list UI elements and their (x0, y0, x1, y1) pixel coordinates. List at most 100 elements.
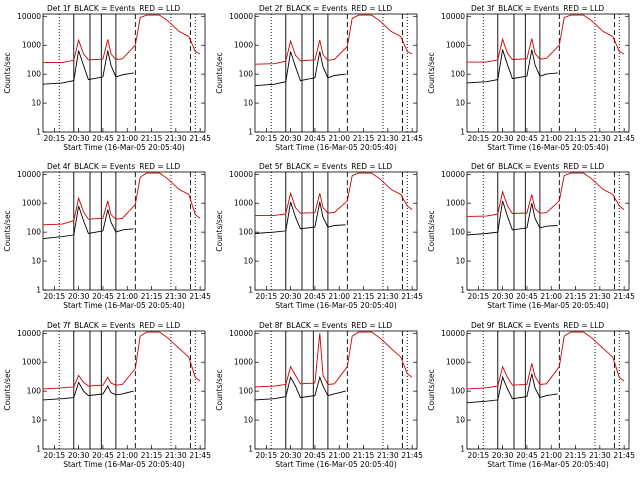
ytick-label: 100 (27, 387, 42, 396)
legend-red-label: RED = LLD (139, 162, 180, 171)
series-events-line (466, 373, 558, 404)
xtick-label: 20:45 (304, 134, 326, 143)
panel-title: Det 6f BLACK = Events RED = LLD (471, 162, 604, 171)
plot-frame (466, 13, 630, 133)
legend-red-label: RED = LLD (139, 321, 180, 330)
series-events-line (254, 201, 346, 234)
plot-frame (42, 171, 206, 291)
xtick-label: 21:30 (377, 134, 399, 143)
series-events-line (466, 200, 558, 236)
xtick-label: 20:45 (92, 134, 114, 143)
x-axis-label: Start Time (16-Mar-05 20:05:40) (487, 143, 609, 152)
xtick-label: 21:15 (565, 451, 587, 460)
ytick-label: 10000 (441, 329, 465, 338)
ytick-label: 10000 (441, 170, 465, 179)
xtick-label: 21:45 (401, 451, 423, 460)
xtick-label: 20:15 (44, 134, 66, 143)
xtick-label: 21:15 (141, 292, 163, 301)
ytick-label: 1 (460, 286, 465, 295)
panel-title: Det 7f BLACK = Events RED = LLD (47, 321, 180, 330)
ytick-label: 10 (31, 99, 41, 108)
ytick-label: 10 (455, 257, 465, 266)
ytick-label: 10000 (229, 329, 253, 338)
xtick-label: 21:45 (401, 292, 423, 301)
xtick-label: 20:15 (44, 451, 66, 460)
ytick-label: 1 (36, 445, 41, 454)
ytick-label: 10 (243, 99, 253, 108)
panel-title: Det 3f BLACK = Events RED = LLD (471, 4, 604, 13)
xtick-label: 21:30 (589, 451, 611, 460)
ytick-label: 100 (27, 70, 42, 79)
xtick-label: 20:45 (516, 134, 538, 143)
ytick-label: 10000 (17, 329, 41, 338)
xtick-label: 21:45 (401, 134, 423, 143)
series-lld-line (42, 331, 201, 390)
ytick-label: 100 (239, 70, 254, 79)
detector-label: Det 2f (259, 4, 282, 13)
ytick-label: 1000 (234, 199, 253, 208)
xtick-label: 20:30 (492, 451, 514, 460)
detector-label: Det 4f (47, 162, 70, 171)
xtick-label: 21:45 (613, 292, 635, 301)
ytick-label: 100 (239, 387, 254, 396)
xtick-label: 20:30 (68, 134, 90, 143)
xtick-label: 21:45 (189, 292, 211, 301)
legend-red-label: RED = LLD (351, 162, 392, 171)
ytick-label: 1 (36, 128, 41, 137)
ytick-label: 100 (451, 70, 466, 79)
xtick-label: 21:45 (613, 451, 635, 460)
ytick-label: 10000 (441, 12, 465, 21)
ytick-label: 1000 (446, 358, 465, 367)
legend-red-label: RED = LLD (563, 162, 604, 171)
legend-black-label: BLACK = Events (74, 321, 135, 330)
panel-9: Det 9f BLACK = Events RED = LLD 1 10 100 1000 1… (427, 321, 635, 469)
xtick-label: 20:30 (280, 451, 302, 460)
detector-label: Det 1f (47, 4, 70, 13)
plot-frame (42, 13, 206, 133)
panel-title: Det 1f BLACK = Events RED = LLD (47, 4, 180, 13)
legend-red-label: RED = LLD (351, 4, 392, 13)
ytick-label: 100 (27, 228, 42, 237)
series-events-line (254, 51, 346, 87)
plot-frame (254, 330, 418, 450)
xtick-label: 20:45 (304, 451, 326, 460)
plot-frame (466, 330, 630, 450)
xtick-label: 20:30 (492, 134, 514, 143)
series-events-line (42, 381, 134, 401)
xtick-label: 20:30 (280, 292, 302, 301)
ytick-label: 1 (460, 445, 465, 454)
xtick-label: 20:15 (256, 134, 278, 143)
xtick-label: 20:15 (256, 292, 278, 301)
panel-title: Det 2f BLACK = Events RED = LLD (259, 4, 392, 13)
panel-title: Det 9f BLACK = Events RED = LLD (471, 321, 604, 330)
xtick-label: 20:15 (256, 451, 278, 460)
xtick-label: 20:45 (92, 451, 114, 460)
panel-8: Det 8f BLACK = Events RED = LLD 1 10 100 1000 1… (215, 321, 423, 469)
ytick-label: 1000 (22, 41, 41, 50)
ytick-label: 10000 (229, 170, 253, 179)
x-axis-label: Start Time (16-Mar-05 20:05:40) (487, 460, 609, 469)
xtick-label: 21:15 (565, 134, 587, 143)
ytick-label: 1000 (446, 199, 465, 208)
xtick-label: 20:45 (92, 292, 114, 301)
xtick-label: 21:30 (589, 292, 611, 301)
x-axis-label: Start Time (16-Mar-05 20:05:40) (63, 460, 185, 469)
xtick-label: 21:45 (189, 451, 211, 460)
ytick-label: 1000 (22, 199, 41, 208)
xtick-label: 21:30 (165, 134, 187, 143)
ytick-label: 1000 (234, 41, 253, 50)
y-axis-label: Counts/sec (3, 52, 12, 93)
xtick-label: 20:30 (492, 292, 514, 301)
detector-label: Det 6f (471, 162, 494, 171)
series-lld-line (43, 14, 201, 64)
xtick-label: 21:30 (589, 134, 611, 143)
ytick-label: 10000 (17, 12, 41, 21)
xtick-label: 21:00 (328, 134, 350, 143)
xtick-label: 21:00 (116, 451, 138, 460)
xtick-label: 21:00 (328, 451, 350, 460)
legend-black-label: BLACK = Events (74, 162, 135, 171)
x-axis-label: Start Time (16-Mar-05 20:05:40) (275, 460, 397, 469)
plot-frame (254, 171, 418, 291)
series-lld-line (254, 331, 413, 388)
xtick-label: 21:00 (116, 292, 138, 301)
